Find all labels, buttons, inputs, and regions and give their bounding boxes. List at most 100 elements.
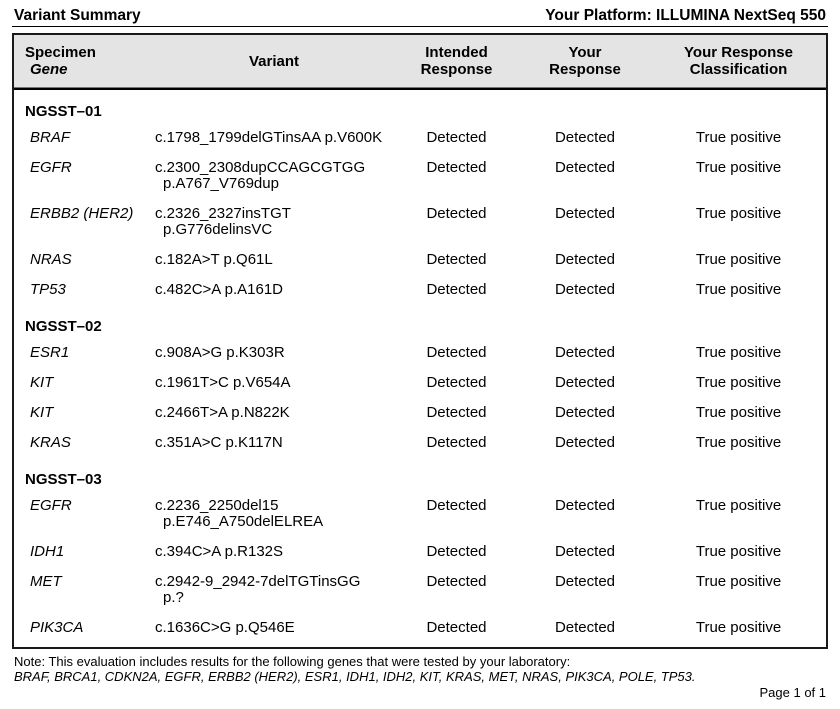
intended-response-cell: Detected <box>426 497 487 514</box>
variant-row: KIT c.2466T>A p.N822K Detected Detected True… <box>14 398 826 428</box>
gene-cell: KIT <box>30 404 54 421</box>
gene-cell: ERBB2 (HER2) <box>30 205 134 222</box>
response-classification-cell: True positive <box>695 205 782 222</box>
intended-response-cell: Detected <box>426 159 487 176</box>
variant-row: NRAS c.182A>T p.Q61L Detected Detected True … <box>14 245 826 275</box>
variant-line: c.1961T>C p.V654A <box>155 374 291 391</box>
variant-cell: c.1961T>C p.V654A <box>154 375 394 391</box>
table-header-row: Specimen Gene Variant Intended Response … <box>14 35 826 88</box>
variant-row: BRAF c.1798_1799delGTinsAA p.V600K Detecte… <box>14 123 826 153</box>
intended-response-cell: Detected <box>426 434 487 451</box>
variant-line: c.2300_2308dupCCAGCGTGG <box>155 159 366 176</box>
variant-row: IDH1 c.394C>A p.R132S Detected Detected True… <box>14 537 826 567</box>
intended-response-cell: Detected <box>426 251 487 268</box>
intended-response-cell: Detected <box>426 619 487 636</box>
variant-line: c.482C>A p.A161D <box>155 281 284 298</box>
gene-cell: ESR1 <box>30 344 70 361</box>
response-classification-cell: True positive <box>695 497 782 514</box>
your-response-cell: Detected <box>554 251 616 268</box>
intended-response-cell: Detected <box>426 129 487 146</box>
response-classification-cell: True positive <box>695 404 782 421</box>
intended-response-cell: Detected <box>426 543 487 560</box>
intended-response-cell: Detected <box>426 374 487 391</box>
variant-line: c.2466T>A p.N822K <box>155 404 290 421</box>
note-gene-list: BRAF, BRCA1, CDKN2A, EGFR, ERBB2 (HER2),… <box>14 669 696 684</box>
gene-cell: PIK3CA <box>30 619 84 636</box>
header-variant: Variant <box>248 52 300 70</box>
intended-response-cell: Detected <box>426 573 487 590</box>
variant-summary-table: Specimen Gene Variant Intended Response … <box>12 33 828 649</box>
your-response-cell: Detected <box>554 573 616 590</box>
your-response-cell: Detected <box>554 159 616 176</box>
variant-line: c.394C>A p.R132S <box>155 543 284 560</box>
variant-line: c.2942-9_2942-7delTGTinsGG <box>155 573 361 590</box>
gene-cell: KRAS <box>30 434 71 451</box>
variant-row: TP53 c.482C>A p.A161D Detected Detected True… <box>14 275 826 305</box>
variant-cell: c.2326_2327insTGT p.G776delinsVC <box>154 206 394 238</box>
your-response-cell: Detected <box>554 374 616 391</box>
intended-response-cell: Detected <box>426 344 487 361</box>
header-response-classification: Your Response Classification <box>684 44 793 78</box>
gene-cell: EGFR <box>30 497 72 514</box>
header-your-response: Your Response <box>549 44 621 78</box>
header-divider <box>14 88 826 90</box>
variant-cell: c.2236_2250del15 p.E746_A750delELREA <box>154 498 394 530</box>
variant-cell: c.351A>C p.K117N <box>154 435 394 451</box>
variant-cell: c.394C>A p.R132S <box>154 544 394 560</box>
specimen-group-label: NGSST–01 <box>25 103 102 120</box>
intended-response-cell: Detected <box>426 205 487 222</box>
variant-line: p.? <box>163 589 184 606</box>
title-rule <box>12 26 828 27</box>
response-classification-cell: True positive <box>695 374 782 391</box>
intended-response-cell: Detected <box>426 404 487 421</box>
gene-cell: EGFR <box>30 159 72 176</box>
note-text: Note: This evaluation includes results f… <box>14 654 571 669</box>
header-intended-response: Intended Response <box>420 44 493 78</box>
variant-cell: c.2466T>A p.N822K <box>154 405 394 421</box>
title-bar: Variant Summary Your Platform: ILLUMINA … <box>12 7 828 25</box>
header-specimen-gene: Specimen Gene <box>14 44 154 78</box>
gene-cell: TP53 <box>30 281 66 298</box>
variant-cell: c.182A>T p.Q61L <box>154 252 394 268</box>
your-response-cell: Detected <box>554 434 616 451</box>
specimen-group-label: NGSST–02 <box>25 318 102 335</box>
gene-cell: KIT <box>30 374 54 391</box>
gene-cell: NRAS <box>30 251 72 268</box>
response-classification-cell: True positive <box>695 281 782 298</box>
your-response-cell: Detected <box>554 205 616 222</box>
response-classification-cell: True positive <box>695 434 782 451</box>
variant-line: p.E746_A750delELREA <box>163 513 324 530</box>
gene-cell: BRAF <box>30 129 71 146</box>
footer-note: Note: This evaluation includes results f… <box>12 654 828 700</box>
platform-label: Your Platform: ILLUMINA NextSeq 550 <box>545 7 826 24</box>
your-response-cell: Detected <box>554 404 616 421</box>
header-gene-label: Gene <box>30 61 68 78</box>
variant-cell: c.908A>G p.K303R <box>154 345 394 361</box>
page-title: Variant Summary <box>14 7 141 24</box>
your-response-cell: Detected <box>554 344 616 361</box>
response-classification-cell: True positive <box>695 573 782 590</box>
response-classification-cell: True positive <box>695 251 782 268</box>
variant-row: ESR1 c.908A>G p.K303R Detected Detected True… <box>14 338 826 368</box>
table-body: NGSST–01 BRAF c.1798_1799delGTinsAA p.V600… <box>14 104 826 647</box>
variant-line: c.182A>T p.Q61L <box>155 251 273 268</box>
variant-row: KIT c.1961T>C p.V654A Detected Detected True… <box>14 368 826 398</box>
variant-line: c.351A>C p.K117N <box>155 434 283 451</box>
variant-line: p.A767_V769dup <box>163 175 279 192</box>
variant-row: ERBB2 (HER2) c.2326_2327insTGT p.G776delin… <box>14 199 826 245</box>
your-response-cell: Detected <box>554 543 616 560</box>
variant-line: c.1636C>G p.Q546E <box>155 619 295 636</box>
response-classification-cell: True positive <box>695 543 782 560</box>
variant-line: c.2326_2327insTGT <box>155 205 291 222</box>
variant-line: c.1798_1799delGTinsAA p.V600K <box>155 129 383 146</box>
gene-cell: MET <box>30 573 62 590</box>
variant-row: PIK3CA c.1636C>G p.Q546E Detected Detected T… <box>14 613 826 643</box>
variant-row: EGFR c.2300_2308dupCCAGCGTGG p.A767_V769du… <box>14 153 826 199</box>
your-response-cell: Detected <box>554 281 616 298</box>
variant-row: MET c.2942-9_2942-7delTGTinsGG p.? Detected… <box>14 567 826 613</box>
variant-row: KRAS c.351A>C p.K117N Detected Detected True… <box>14 428 826 458</box>
variant-cell: c.2942-9_2942-7delTGTinsGG p.? <box>154 574 394 606</box>
variant-cell: c.1798_1799delGTinsAA p.V600K <box>154 130 394 146</box>
your-response-cell: Detected <box>554 619 616 636</box>
